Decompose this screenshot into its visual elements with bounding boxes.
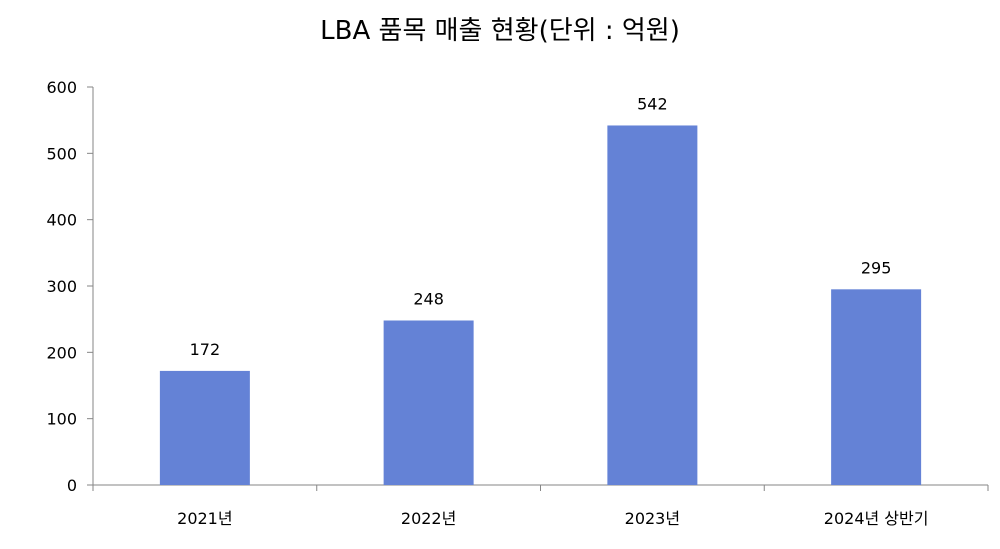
y-tick-label: 400	[46, 211, 77, 230]
bar	[159, 370, 250, 485]
y-tick-label: 100	[46, 410, 77, 429]
x-tick-label: 2024년 상반기	[824, 509, 929, 528]
y-tick-label: 600	[46, 78, 77, 97]
x-tick-label: 2023년	[625, 509, 680, 528]
data-label: 172	[190, 340, 221, 359]
bar	[383, 320, 474, 485]
data-label: 542	[637, 94, 668, 113]
axes: 0 100 200 300 400 500 600	[46, 78, 989, 495]
bars	[159, 125, 922, 486]
bar	[831, 289, 922, 485]
bar	[607, 125, 698, 486]
x-tick-label: 2022년	[401, 509, 456, 528]
y-tick-label: 0	[67, 476, 77, 495]
y-tick-label: 300	[46, 277, 77, 296]
x-tick-label: 2021년	[177, 509, 232, 528]
labels: 172 2021년 248 2022년 542 2023년 295 2024년 상반기	[177, 94, 928, 528]
chart-title: LBA 품목 매출 현황(단위 : 억원)	[320, 16, 680, 46]
data-label: 295	[861, 258, 892, 277]
y-tick-label: 200	[46, 343, 77, 362]
y-tick-label: 500	[46, 144, 77, 163]
data-label: 248	[413, 289, 444, 308]
